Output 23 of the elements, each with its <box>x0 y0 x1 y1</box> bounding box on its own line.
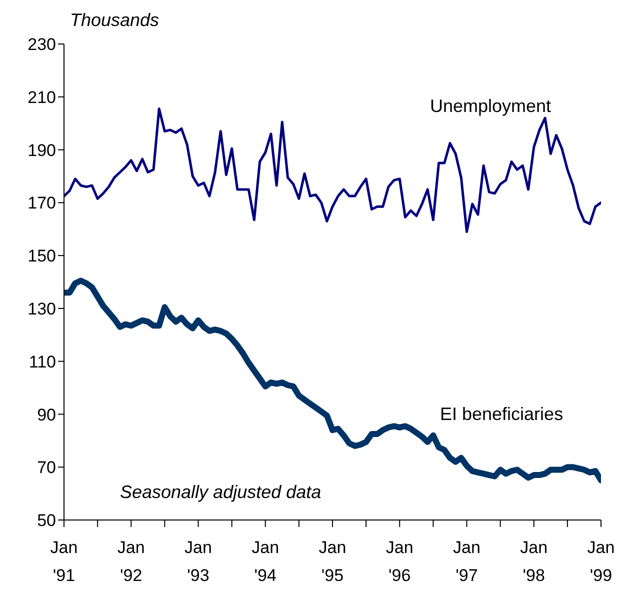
series-label: EI beneficiaries <box>440 404 564 425</box>
y-tick-label: 210 <box>28 88 56 107</box>
y-tick-label: 170 <box>28 194 56 213</box>
y-tick-label: 90 <box>37 405 56 424</box>
y-tick-label: 150 <box>28 246 56 266</box>
x-tick-label: Jan '95 <box>318 538 346 585</box>
y-tick-label: 50 <box>37 511 56 530</box>
series-label: Unemployment <box>430 96 552 117</box>
y-tick-label: 230 <box>28 35 56 54</box>
y-tick-label: 130 <box>28 299 56 318</box>
x-tick-label: Jan '93 <box>184 538 212 585</box>
y-tick-label: 110 <box>28 352 56 372</box>
x-tick-label: Jan '96 <box>386 538 414 585</box>
y-axis-title: Thousands <box>70 10 160 31</box>
y-tick-label: 70 <box>37 458 56 478</box>
x-tick-label: Jan '92 <box>117 538 145 585</box>
x-tick-label: Jan '98 <box>520 538 548 585</box>
x-tick-label: Jan '99 <box>587 538 615 585</box>
y-tick-label: 190 <box>28 140 56 160</box>
x-tick-label: Jan '91 <box>50 538 78 585</box>
x-tick-label: Jan '97 <box>453 538 480 585</box>
x-tick-label: Jan '94 <box>252 538 280 585</box>
annotation: Seasonally adjusted data <box>120 482 322 503</box>
